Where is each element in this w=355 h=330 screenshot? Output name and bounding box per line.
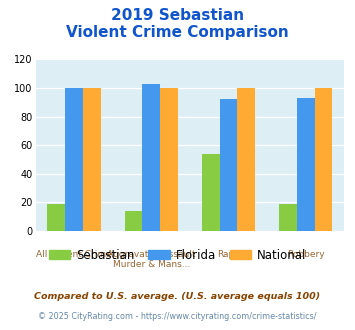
Bar [48,204,65,231]
Bar [160,88,178,231]
Text: Murder & Mans...: Murder & Mans... [113,260,190,269]
Legend: Sebastian, Florida, National: Sebastian, Florida, National [44,244,311,266]
Text: Robbery: Robbery [287,249,324,259]
Bar [65,88,83,231]
Text: Rape: Rape [217,249,240,259]
Bar [125,211,142,231]
Bar [202,154,220,231]
Bar [279,204,297,231]
Bar [315,88,332,231]
Text: All Violent Crime: All Violent Crime [36,249,112,259]
Text: Aggravated Assault: Aggravated Assault [107,249,196,259]
Text: © 2025 CityRating.com - https://www.cityrating.com/crime-statistics/: © 2025 CityRating.com - https://www.city… [38,312,317,321]
Bar [83,88,101,231]
Text: Compared to U.S. average. (U.S. average equals 100): Compared to U.S. average. (U.S. average … [34,292,321,301]
Bar [142,84,160,231]
Text: Violent Crime Comparison: Violent Crime Comparison [66,25,289,40]
Bar [297,98,315,231]
Bar [237,88,255,231]
Text: 2019 Sebastian: 2019 Sebastian [111,8,244,23]
Bar [220,99,237,231]
